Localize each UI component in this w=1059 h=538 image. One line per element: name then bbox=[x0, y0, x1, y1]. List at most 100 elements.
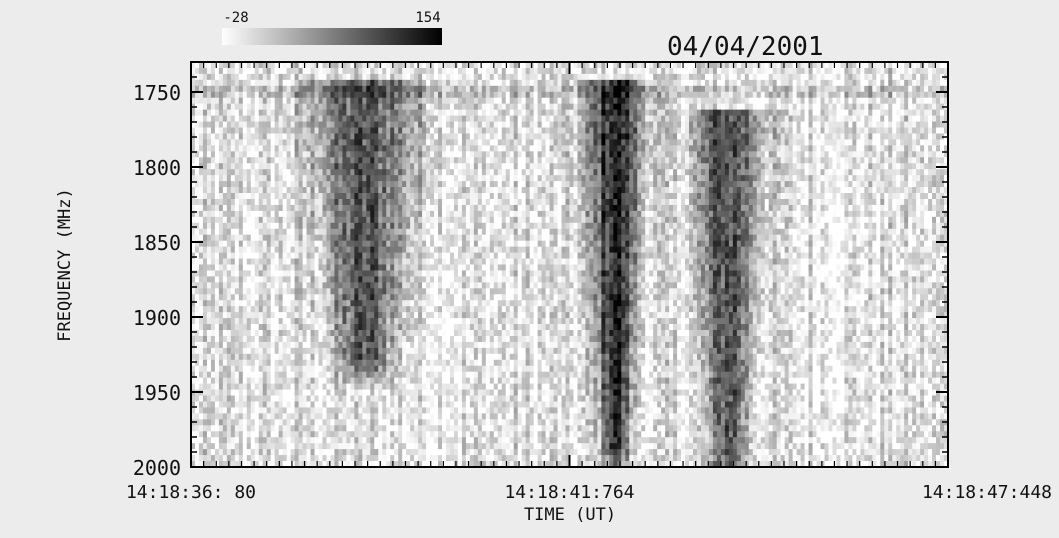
heat-cell bbox=[358, 175, 363, 182]
heat-cell bbox=[390, 181, 395, 188]
heat-cell bbox=[449, 121, 455, 129]
heat-cell bbox=[334, 163, 340, 170]
heat-cell bbox=[553, 133, 559, 141]
heat-cell bbox=[422, 139, 427, 146]
heat-cell bbox=[362, 79, 367, 87]
heat-cell bbox=[270, 79, 276, 87]
heat-cell bbox=[258, 181, 264, 188]
heat-cell bbox=[792, 175, 798, 182]
heat-cell bbox=[804, 79, 810, 87]
heat-cell bbox=[696, 109, 702, 117]
heat-cell bbox=[338, 216, 343, 224]
heat-cell bbox=[864, 91, 869, 99]
heat-cell bbox=[394, 133, 399, 141]
heat-cell bbox=[262, 103, 268, 111]
heat-cell bbox=[673, 115, 678, 123]
heat-cell bbox=[306, 73, 312, 81]
heat-cell bbox=[226, 175, 232, 182]
heat-cell bbox=[505, 139, 511, 146]
heat-cell bbox=[493, 97, 499, 105]
heat-cell bbox=[306, 85, 312, 93]
heat-cell bbox=[908, 187, 913, 194]
heat-cell bbox=[912, 139, 917, 146]
heat-cell bbox=[473, 79, 479, 87]
heat-cell bbox=[884, 193, 889, 200]
heat-cell bbox=[601, 193, 606, 200]
heat-cell bbox=[410, 204, 415, 212]
heat-cell bbox=[485, 175, 491, 182]
heat-cell bbox=[760, 204, 766, 212]
heat-cell bbox=[330, 204, 336, 212]
heat-cell bbox=[924, 157, 929, 164]
heat-cell bbox=[924, 163, 929, 170]
heat-cell bbox=[637, 103, 642, 111]
heat-cell bbox=[788, 157, 794, 164]
heat-cell bbox=[198, 210, 204, 218]
heat-cell bbox=[908, 204, 913, 212]
heat-cell bbox=[740, 193, 746, 200]
heat-cell bbox=[282, 163, 288, 170]
heat-cell bbox=[860, 85, 865, 93]
heat-cell bbox=[314, 115, 320, 123]
heat-cell bbox=[366, 91, 371, 99]
heat-cell bbox=[549, 210, 555, 218]
heat-cell bbox=[489, 85, 495, 93]
heat-cell bbox=[720, 151, 726, 158]
heat-cell bbox=[669, 169, 674, 176]
heat-cell bbox=[449, 175, 455, 182]
heat-cell bbox=[278, 139, 284, 146]
heat-cell bbox=[537, 151, 543, 158]
heat-cell bbox=[792, 62, 798, 69]
heat-cell bbox=[625, 121, 630, 129]
heat-cell bbox=[250, 127, 256, 135]
heat-cell bbox=[414, 169, 419, 176]
heat-cell bbox=[525, 127, 531, 135]
heat-cell bbox=[290, 163, 296, 170]
heat-cell bbox=[760, 67, 766, 75]
heat-cell bbox=[230, 73, 236, 81]
heat-cell bbox=[278, 91, 284, 99]
heat-cell bbox=[685, 121, 690, 129]
heat-cell bbox=[306, 103, 312, 111]
heat-cell bbox=[581, 151, 587, 158]
heat-cell bbox=[617, 103, 622, 111]
heat-cell bbox=[661, 169, 666, 176]
heat-cell bbox=[577, 145, 583, 152]
heat-cell bbox=[326, 210, 332, 218]
heat-cell bbox=[828, 79, 834, 87]
heat-cell bbox=[306, 193, 312, 200]
heat-cell bbox=[872, 145, 877, 152]
heat-cell bbox=[744, 103, 750, 111]
heat-cell bbox=[836, 187, 842, 194]
heat-cell bbox=[932, 145, 937, 152]
heat-cell bbox=[449, 79, 455, 87]
heat-cell bbox=[577, 139, 583, 146]
heat-cell bbox=[350, 145, 355, 152]
heat-cell bbox=[936, 115, 941, 123]
heat-cell bbox=[294, 62, 300, 69]
heat-cell bbox=[724, 181, 730, 188]
heat-cell bbox=[334, 198, 340, 206]
heat-cell bbox=[318, 133, 324, 141]
heat-cell bbox=[322, 62, 328, 69]
heat-cell bbox=[529, 210, 535, 218]
heat-cell bbox=[685, 91, 690, 99]
heat-cell bbox=[569, 169, 575, 176]
heat-cell bbox=[740, 139, 746, 146]
heat-cell bbox=[485, 151, 491, 158]
heat-cell bbox=[222, 91, 228, 99]
heat-cell bbox=[194, 62, 200, 69]
heat-cell bbox=[820, 91, 826, 99]
heat-cell bbox=[589, 115, 594, 123]
heat-cell bbox=[704, 109, 710, 117]
heat-cell bbox=[808, 163, 814, 170]
heat-cell bbox=[258, 127, 264, 135]
heat-cell bbox=[816, 127, 822, 135]
heat-cell bbox=[430, 127, 435, 135]
heat-cell bbox=[657, 121, 662, 129]
heat-cell bbox=[290, 79, 296, 87]
heat-cell bbox=[609, 163, 614, 170]
heat-cell bbox=[852, 103, 857, 111]
heat-cell bbox=[210, 204, 216, 212]
heat-cell bbox=[780, 73, 786, 81]
